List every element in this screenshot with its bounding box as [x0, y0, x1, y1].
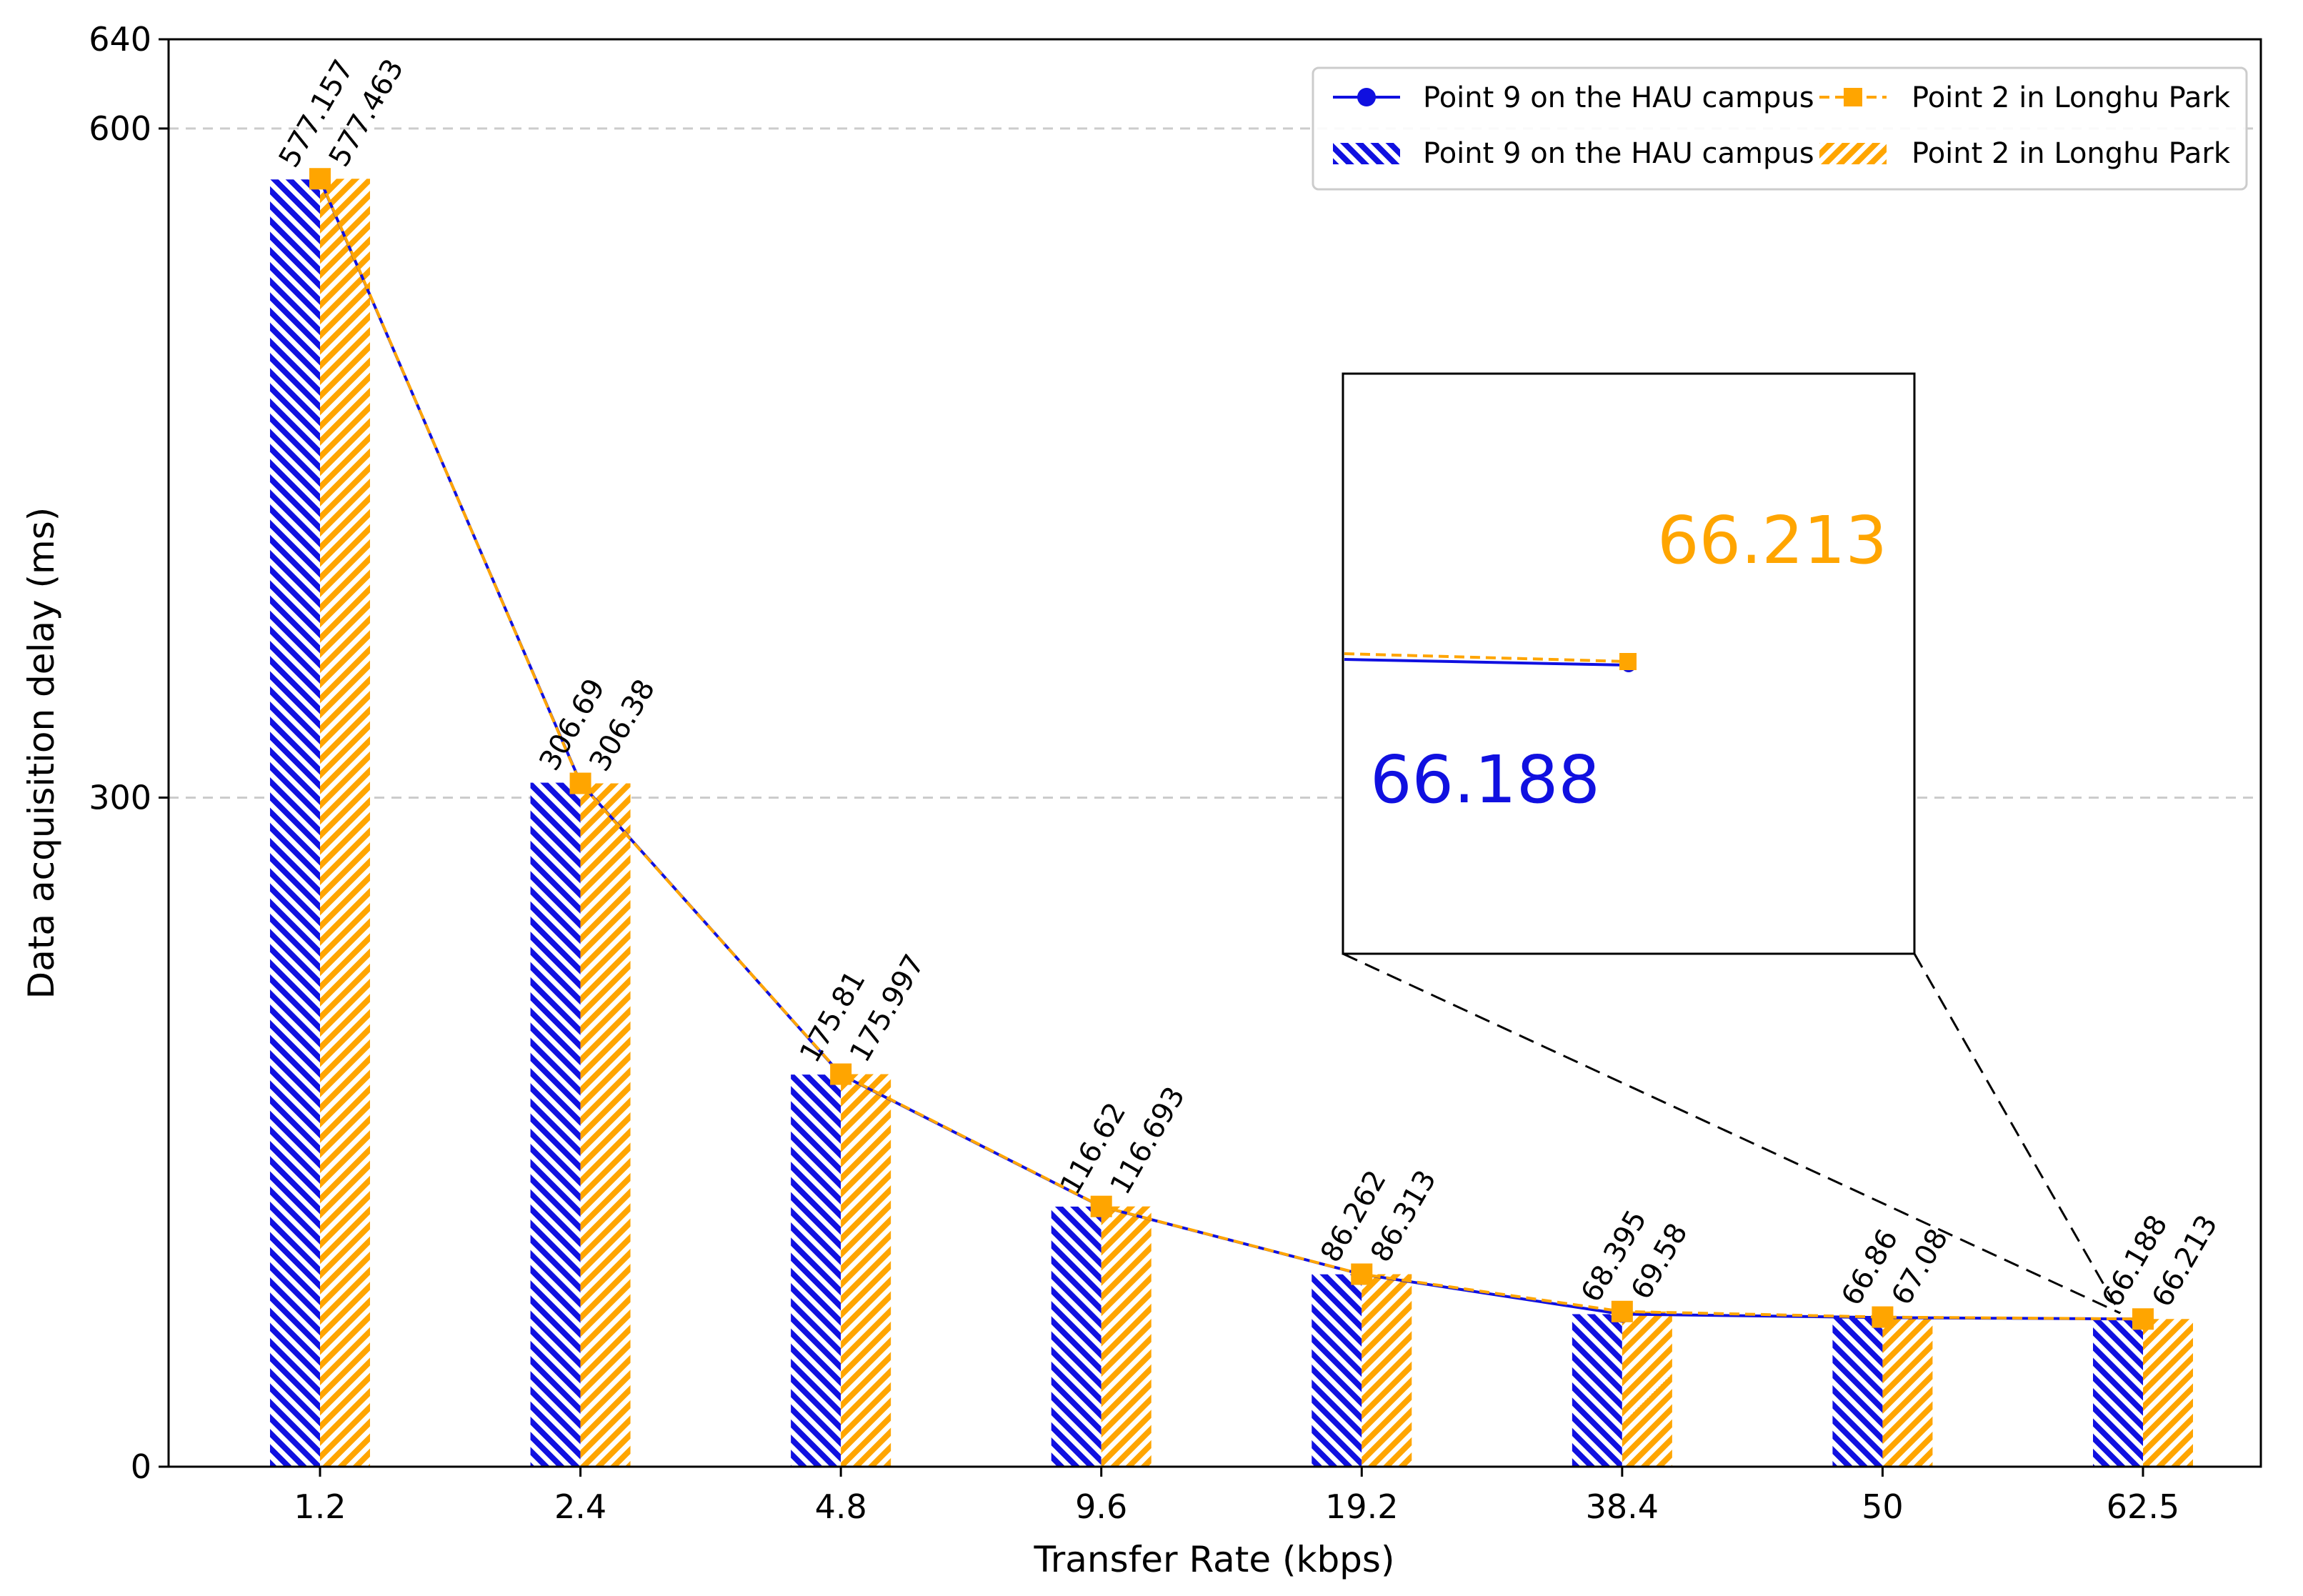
bar-series-1-2.4: [530, 782, 581, 1467]
x-tick-label-1: 2.4: [554, 1487, 606, 1526]
x-tick-label-7: 62.5: [2107, 1487, 2179, 1526]
bar-series-2-50: [1882, 1317, 1933, 1467]
inset-connector-right: [1913, 953, 2122, 1314]
legend-marker-orange: [1844, 88, 1862, 106]
bar-series-1-9.6: [1051, 1206, 1101, 1467]
legend-label-bar-series-2: Point 2 in Longhu Park: [1912, 137, 2231, 170]
grid-lines: [169, 127, 2261, 799]
bars: [270, 179, 2193, 1467]
legend-label-line-series-1: Point 9 on the HAU campus: [1423, 81, 1814, 114]
bar-series-2-9.6: [1101, 1206, 1152, 1467]
legend-bar-swatch-blue: [1333, 143, 1400, 164]
legend-label-bar-series-1: Point 9 on the HAU campus: [1423, 137, 1814, 170]
inset-marker-series-2: [1619, 653, 1637, 670]
bar-series-1-1.2: [270, 179, 320, 1467]
y-tick-label-300: 300: [89, 778, 151, 817]
inset-zoom: 66.213 66.188: [1342, 372, 2122, 1315]
x-tick-label-4: 19.2: [1325, 1487, 1398, 1526]
marker-series-2-2.4: [569, 772, 591, 794]
bar-series-1-38.4: [1572, 1314, 1622, 1467]
series-lines: [319, 178, 2144, 1321]
marker-series-2-62.5: [2132, 1308, 2154, 1330]
y-tick-label-600: 600: [89, 109, 151, 148]
x-tick-label-0: 1.2: [294, 1487, 346, 1526]
y-axis-title: Data acquisition delay (ms): [21, 507, 62, 999]
bar-series-2-4.8: [841, 1074, 891, 1467]
bar-series-1-4.8: [791, 1074, 841, 1467]
legend-label-line-series-2: Point 2 in Longhu Park: [1912, 81, 2231, 114]
marker-series-2-1.2: [309, 168, 331, 190]
bar-series-2-2.4: [580, 783, 631, 1467]
series-markers: [309, 168, 2154, 1330]
bar-series-1-62.5: [2093, 1319, 2143, 1467]
data-label-series-2-9.6: 116.693: [1104, 1081, 1192, 1200]
marker-series-2-19.2: [1351, 1263, 1373, 1285]
legend-bar-swatch-orange: [1819, 143, 1887, 164]
inset-label-series-2: 66.213: [1657, 502, 1887, 579]
bar-series-2-62.5: [2143, 1319, 2193, 1467]
bar-series-2-19.2: [1362, 1274, 1412, 1467]
marker-series-2-38.4: [1611, 1300, 1633, 1322]
x-tick-label-3: 9.6: [1075, 1487, 1127, 1526]
x-tick-label-5: 38.4: [1586, 1487, 1659, 1526]
inset-line-series-2: [1344, 652, 1629, 663]
marker-series-2-4.8: [830, 1063, 852, 1085]
x-axis-title: Transfer Rate (kbps): [1034, 1539, 1395, 1580]
legend: Point 9 on the HAU campus Point 2 in Lon…: [1312, 66, 2248, 191]
axis-ticks: 0 300 600 640 1.2 2.4 4.8 9.6 19.2 38.4 50 62.5: [89, 20, 2179, 1526]
x-tick-label-2: 4.8: [815, 1487, 867, 1526]
plot-frame: [167, 38, 2262, 1468]
x-tick-label-6: 50: [1862, 1487, 1904, 1526]
inset-connector-left: [1342, 952, 2121, 1315]
bar-series-2-38.4: [1622, 1311, 1672, 1467]
inset-line-series-1: [1344, 658, 1629, 667]
legend-marker-blue: [1357, 88, 1376, 106]
legend-box: [1312, 66, 2248, 191]
bar-series-2-1.2: [320, 179, 370, 1467]
y-tick-label-0: 0: [131, 1447, 151, 1486]
marker-series-2-50: [1872, 1306, 1894, 1328]
bar-series-1-19.2: [1312, 1274, 1362, 1467]
bar-series-1-50: [1832, 1317, 1883, 1467]
data-label-series-2-4.8: 175.997: [844, 949, 931, 1067]
marker-series-2-9.6: [1090, 1195, 1112, 1217]
y-tick-label-640: 640: [89, 20, 151, 59]
inset-label-series-1: 66.188: [1370, 742, 1600, 818]
line-series-2: [319, 178, 2144, 1321]
